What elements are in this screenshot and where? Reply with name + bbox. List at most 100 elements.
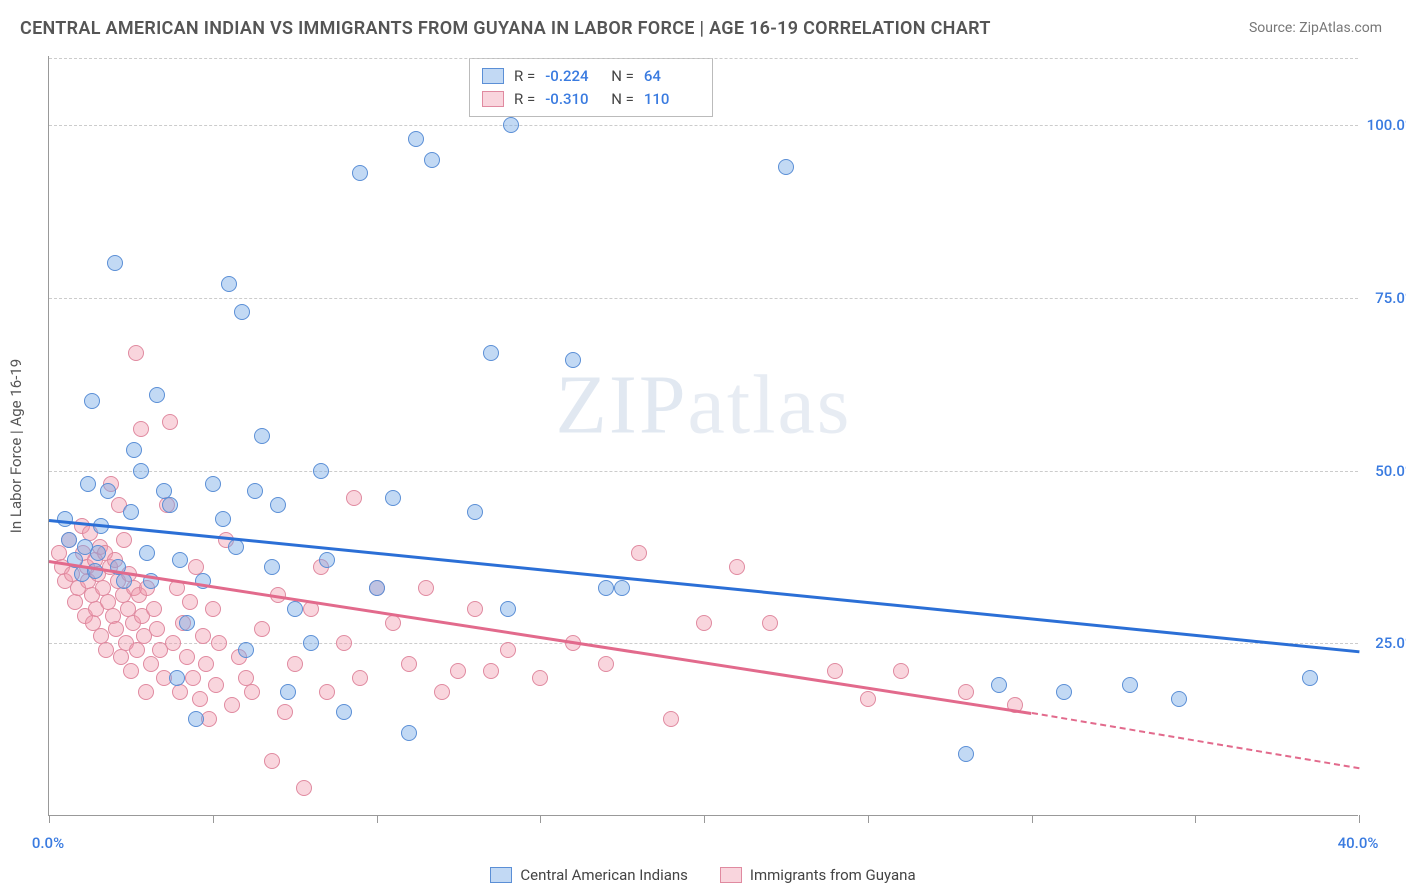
scatter-point-blue: [778, 159, 794, 175]
scatter-point-blue: [228, 539, 244, 555]
watermark-bold: ZIP: [556, 359, 688, 452]
scatter-point-blue: [221, 276, 237, 292]
scatter-point-pink: [346, 490, 362, 506]
scatter-point-pink: [165, 635, 181, 651]
scatter-point-blue: [188, 711, 204, 727]
scatter-point-pink: [385, 615, 401, 631]
y-axis-label: In Labor Force | Age 16-19: [7, 359, 25, 533]
scatter-point-blue: [238, 642, 254, 658]
scatter-point-pink: [244, 684, 260, 700]
scatter-point-pink: [532, 670, 548, 686]
trend-line-blue: [49, 519, 1359, 653]
x-tick-mark: [1032, 815, 1033, 823]
y-tick-label: 100.0%: [1362, 116, 1406, 134]
scatter-point-blue: [1171, 691, 1187, 707]
scatter-point-pink: [762, 615, 778, 631]
scatter-point-pink: [696, 615, 712, 631]
scatter-point-blue: [614, 580, 630, 596]
scatter-point-blue: [598, 580, 614, 596]
scatter-point-blue: [1056, 684, 1072, 700]
gridline-h: [49, 58, 1358, 59]
scatter-point-pink: [192, 691, 208, 707]
scatter-point-blue: [565, 352, 581, 368]
scatter-point-blue: [133, 463, 149, 479]
swatch-blue: [482, 68, 504, 84]
scatter-point-pink: [116, 532, 132, 548]
chart-title: CENTRAL AMERICAN INDIAN VS IMMIGRANTS FR…: [20, 18, 991, 39]
x-tick-mark: [213, 815, 214, 823]
x-tick-mark: [868, 815, 869, 823]
scatter-point-blue: [247, 483, 263, 499]
scatter-point-pink: [182, 594, 198, 610]
r-label-1: R =: [514, 65, 535, 88]
scatter-point-pink: [827, 663, 843, 679]
scatter-point-blue: [80, 476, 96, 492]
r-value-1: -0.224: [545, 65, 601, 88]
n-value-1: 64: [644, 65, 700, 88]
scatter-point-blue: [107, 255, 123, 271]
x-tick-mark: [49, 815, 50, 823]
scatter-point-pink: [598, 656, 614, 672]
swatch-pink: [482, 91, 504, 107]
scatter-point-blue: [149, 387, 165, 403]
scatter-point-pink: [205, 601, 221, 617]
scatter-point-blue: [61, 532, 77, 548]
scatter-point-pink: [450, 663, 466, 679]
n-value-2: 110: [644, 88, 700, 111]
scatter-point-pink: [143, 656, 159, 672]
y-tick-label: 75.0%: [1362, 289, 1406, 307]
scatter-point-pink: [198, 656, 214, 672]
scatter-point-blue: [503, 117, 519, 133]
scatter-point-blue: [205, 476, 221, 492]
scatter-point-blue: [169, 670, 185, 686]
scatter-point-pink: [129, 642, 145, 658]
legend-label-2: Immigrants from Guyana: [750, 866, 916, 884]
x-tick-label: 40.0%: [1338, 834, 1379, 852]
source-label: Source: ZipAtlas.com: [1249, 20, 1382, 36]
scatter-point-pink: [138, 684, 154, 700]
scatter-point-blue: [467, 504, 483, 520]
scatter-point-blue: [172, 552, 188, 568]
scatter-point-blue: [319, 552, 335, 568]
scatter-point-pink: [123, 663, 139, 679]
x-tick-mark: [1195, 815, 1196, 823]
legend-label-1: Central American Indians: [520, 866, 688, 884]
scatter-point-blue: [123, 504, 139, 520]
scatter-point-pink: [133, 421, 149, 437]
scatter-point-pink: [336, 635, 352, 651]
scatter-point-pink: [418, 580, 434, 596]
scatter-point-pink: [195, 628, 211, 644]
scatter-point-pink: [319, 684, 335, 700]
scatter-point-pink: [287, 656, 303, 672]
scatter-point-blue: [84, 393, 100, 409]
scatter-point-blue: [336, 704, 352, 720]
scatter-point-blue: [87, 563, 103, 579]
gridline-h: [49, 298, 1358, 299]
scatter-point-blue: [352, 165, 368, 181]
r-label-2: R =: [514, 88, 535, 111]
x-tick-mark: [377, 815, 378, 823]
scatter-point-blue: [270, 497, 286, 513]
scatter-point-pink: [211, 635, 227, 651]
scatter-point-pink: [483, 663, 499, 679]
watermark: ZIPatlas: [556, 357, 852, 454]
x-tick-label: 0.0%: [32, 834, 64, 852]
x-tick-mark: [540, 815, 541, 823]
n-label-1: N =: [611, 65, 634, 88]
scatter-point-pink: [98, 642, 114, 658]
x-tick-mark: [704, 815, 705, 823]
scatter-point-blue: [1302, 670, 1318, 686]
scatter-point-pink: [277, 704, 293, 720]
scatter-point-blue: [264, 559, 280, 575]
scatter-point-blue: [369, 580, 385, 596]
scatter-point-blue: [408, 131, 424, 147]
y-tick-label: 25.0%: [1362, 634, 1406, 652]
gridline-h: [49, 471, 1358, 472]
scatter-point-blue: [90, 545, 106, 561]
scatter-point-pink: [264, 753, 280, 769]
scatter-point-blue: [1122, 677, 1138, 693]
scatter-point-pink: [958, 684, 974, 700]
scatter-point-pink: [254, 621, 270, 637]
scatter-point-pink: [149, 621, 165, 637]
scatter-point-blue: [287, 601, 303, 617]
